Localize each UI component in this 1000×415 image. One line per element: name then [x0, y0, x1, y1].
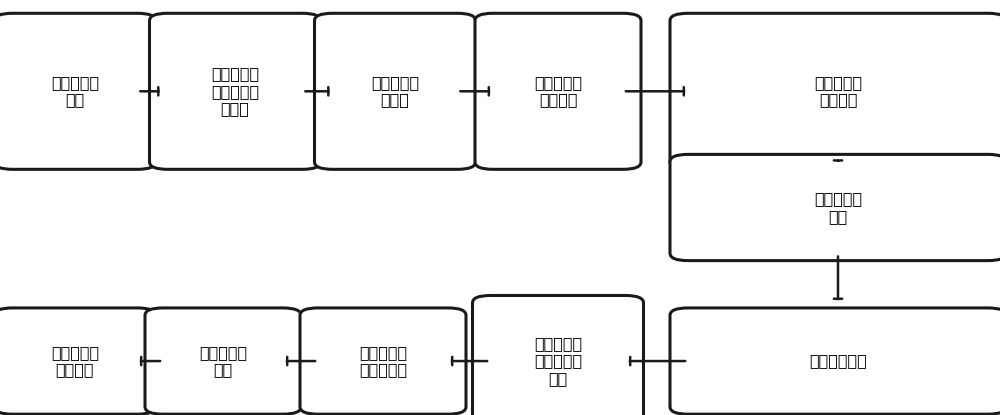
- Text: 估计图像变
异系数。: 估计图像变 异系数。: [814, 75, 862, 107]
- Text: 计算搜索窗
口内余弦距
离。: 计算搜索窗 口内余弦距 离。: [534, 336, 582, 386]
- Text: 拉普拉斯算
子计算均质
区域。: 拉普拉斯算 子计算均质 区域。: [211, 66, 259, 116]
- FancyBboxPatch shape: [0, 13, 156, 169]
- FancyBboxPatch shape: [475, 13, 641, 169]
- FancyBboxPatch shape: [150, 13, 320, 169]
- FancyBboxPatch shape: [670, 13, 1000, 169]
- Text: 非局部均值
滤波。: 非局部均值 滤波。: [371, 75, 419, 107]
- FancyBboxPatch shape: [473, 295, 644, 415]
- FancyBboxPatch shape: [314, 13, 476, 169]
- FancyBboxPatch shape: [145, 308, 301, 414]
- FancyBboxPatch shape: [300, 308, 466, 414]
- Text: 计算扩散系
数和阈值。: 计算扩散系 数和阈值。: [359, 345, 407, 377]
- Text: 求解微分方
程。: 求解微分方 程。: [199, 345, 247, 377]
- Text: 输出去噪后
的图像。: 输出去噪后 的图像。: [51, 345, 99, 377]
- FancyBboxPatch shape: [0, 308, 156, 414]
- Text: 确定迭代次
数。: 确定迭代次 数。: [814, 191, 862, 224]
- Text: 计算灰度压
缩系数。: 计算灰度压 缩系数。: [534, 75, 582, 107]
- Text: 灰度值压缩。: 灰度值压缩。: [809, 354, 867, 369]
- Text: 输入含噪图
像。: 输入含噪图 像。: [51, 75, 99, 107]
- FancyBboxPatch shape: [670, 154, 1000, 261]
- FancyBboxPatch shape: [670, 308, 1000, 414]
